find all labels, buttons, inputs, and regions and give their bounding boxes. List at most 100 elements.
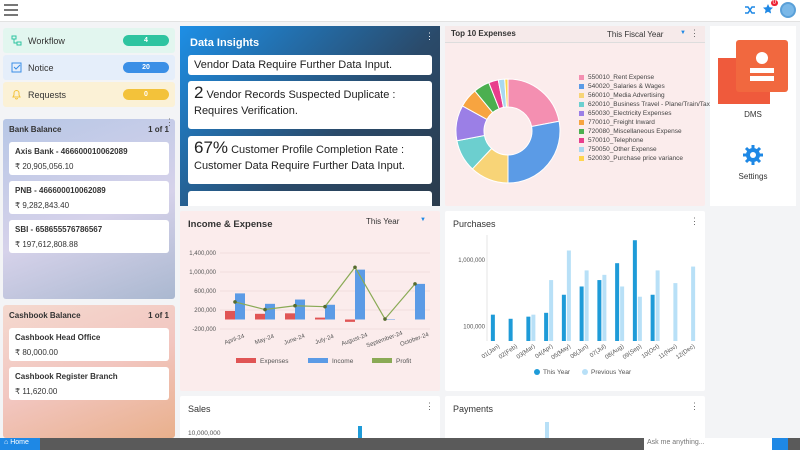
legend-label: Expenses xyxy=(260,358,289,365)
gear-icon[interactable] xyxy=(742,144,764,166)
income-period-select[interactable]: This Year xyxy=(366,217,400,226)
top-bar: 0 xyxy=(0,0,800,22)
profit-point xyxy=(383,317,387,321)
sales-card: Sales ⋮ 10,000,000 xyxy=(180,396,440,440)
legend-item[interactable]: 560010_Media Advertising xyxy=(579,92,711,99)
purchase-bar xyxy=(531,314,536,341)
legend-item[interactable]: 650030_Electricity Expenses xyxy=(579,110,711,117)
purchase-bar xyxy=(544,312,549,341)
x-tick-label: August-24 xyxy=(341,332,369,347)
legend-item[interactable]: 720080_Miscellaneous Expense xyxy=(579,128,711,135)
purchase-bar xyxy=(549,280,554,341)
notification-badge: 0 xyxy=(770,0,778,6)
legend-label: Profit xyxy=(396,358,411,365)
legend-item[interactable]: 520030_Purchase price variance xyxy=(579,155,711,162)
profit-point xyxy=(353,265,357,270)
legend-label: 560010_Media Advertising xyxy=(588,92,665,99)
bank-account-name: Axis Bank - 466600010062089 xyxy=(15,147,128,156)
notice-icon xyxy=(11,62,22,73)
payments-menu-icon[interactable]: ⋮ xyxy=(690,401,699,411)
x-tick-label: 09(Sep) xyxy=(622,344,643,361)
notice-card[interactable]: Notice 20 xyxy=(3,55,175,80)
legend-item[interactable]: 550010_Rent Expense xyxy=(579,74,711,81)
shuffle-icon[interactable] xyxy=(744,4,756,16)
pie-slice xyxy=(504,78,509,108)
bank-account-card[interactable]: PNB - 466600010062089 ₹ 9,282,843.40 xyxy=(9,181,169,214)
insights-menu-icon[interactable]: ⋮ xyxy=(425,31,434,41)
y-tick-label: 1,400,000 xyxy=(189,251,216,257)
legend-label: Previous Year xyxy=(591,369,632,376)
legend-label: 620010_Business Travel - Plane/Train/Tax… xyxy=(588,101,712,108)
chevron-down-icon[interactable]: ▼ xyxy=(680,30,686,36)
bank-account-card[interactable]: SBI - 658655576786567 ₹ 197,612,808.88 xyxy=(9,220,169,253)
cashbook-balance-panel: Cashbook Balance 1 of 1 Cashbook Head Off… xyxy=(3,305,175,438)
y-tick-label: 200,000 xyxy=(194,308,216,314)
legend-label: 540020_Salaries & Wages xyxy=(588,83,665,90)
insight-text: Vendor Records Suspected Duplicate : Req… xyxy=(194,89,396,117)
y-tick-label: 1,000,000 xyxy=(458,258,485,264)
insight-card[interactable] xyxy=(188,191,432,206)
user-avatar[interactable] xyxy=(780,2,796,18)
legend-item[interactable]: 770010_Freight Inward xyxy=(579,119,711,126)
purchase-bar xyxy=(584,270,589,341)
legend-item[interactable]: 750050_Other Expense xyxy=(579,146,711,153)
ask-input[interactable]: Ask me anything... xyxy=(644,438,784,450)
x-tick-label: 01(Jan) xyxy=(481,344,501,361)
insight-card[interactable]: Vendor Data Require Further Data Input. xyxy=(188,55,432,75)
purchases-menu-icon[interactable]: ⋮ xyxy=(690,216,699,226)
notification-star-icon[interactable]: 0 xyxy=(762,0,778,17)
legend-item[interactable]: 570010_Telephone xyxy=(579,137,711,144)
cashbook-account-name: Cashbook Register Branch xyxy=(15,372,118,381)
cashbook-pager[interactable]: 1 of 1 xyxy=(148,311,169,320)
profit-point xyxy=(233,300,237,304)
sales-title: Sales xyxy=(188,404,211,414)
expense-bar xyxy=(345,319,355,322)
workflow-card[interactable]: Workflow 4 xyxy=(3,28,175,53)
cashbook-account-card[interactable]: Cashbook Register Branch ₹ 11,620.00 xyxy=(9,367,169,400)
workflow-icon xyxy=(11,35,22,46)
y-tick-label: 600,000 xyxy=(194,289,216,295)
dms-label[interactable]: DMS xyxy=(744,110,762,119)
purchase-bar xyxy=(602,274,607,341)
home-button[interactable]: ⌂ Home xyxy=(0,438,40,450)
y-tick-label: -200,000 xyxy=(192,327,216,333)
requests-count: 0 xyxy=(123,89,169,100)
bank-pager[interactable]: 1 of 1 xyxy=(148,125,169,134)
income-expense-title: Income & Expense xyxy=(188,219,273,230)
legend-swatch xyxy=(579,75,584,80)
profit-point xyxy=(293,303,297,308)
purchase-bar xyxy=(673,283,678,341)
settings-label[interactable]: Settings xyxy=(738,172,768,181)
pie-slice xyxy=(507,78,560,128)
bank-menu-icon[interactable]: ⋮ xyxy=(165,117,174,127)
bank-account-card[interactable]: Axis Bank - 466600010062089 ₹ 20,905,056.… xyxy=(9,142,169,175)
purchase-bar xyxy=(561,294,566,341)
cashbook-account-card[interactable]: Cashbook Head Office ₹ 80,000.00 xyxy=(9,328,169,361)
dms-icon[interactable] xyxy=(718,40,788,104)
x-tick-label: 08(Aug) xyxy=(604,344,625,361)
x-tick-label: 06(Jun) xyxy=(570,344,590,361)
purchase-bar xyxy=(637,296,642,341)
expenses-period-select[interactable]: This Fiscal Year xyxy=(607,30,664,39)
legend-swatch xyxy=(236,358,256,363)
x-tick-label: May-24 xyxy=(254,334,275,347)
insight-card[interactable]: 2 Vendor Records Suspected Duplicate : R… xyxy=(188,81,432,129)
purchase-bar xyxy=(615,263,620,341)
requests-card[interactable]: Requests 0 xyxy=(3,82,175,107)
legend-item[interactable]: 620010_Business Travel - Plane/Train/Tax… xyxy=(579,101,711,108)
insight-card[interactable]: 67% Customer Profile Completion Rate : C… xyxy=(188,136,432,184)
insights-title: Data Insights xyxy=(190,37,260,49)
income-expense-card: Income & Expense This Year ▼ 1,400,000 1,… xyxy=(180,211,440,391)
legend-item[interactable]: 540020_Salaries & Wages xyxy=(579,83,711,90)
legend-label: This Year xyxy=(543,369,571,376)
expenses-menu-icon[interactable]: ⋮ xyxy=(690,28,699,38)
sales-menu-icon[interactable]: ⋮ xyxy=(425,401,434,411)
ask-placeholder: Ask me anything... xyxy=(647,439,705,446)
chatbot-icon[interactable] xyxy=(772,438,788,450)
bell-icon xyxy=(12,90,21,100)
purchases-title: Purchases xyxy=(453,219,496,229)
profit-point xyxy=(413,282,417,286)
chevron-down-icon[interactable]: ▼ xyxy=(420,217,426,223)
hamburger-menu-icon[interactable] xyxy=(4,4,18,16)
income-expense-chart: 1,400,000 1,000,000 600,000 200,000 -200,000… xyxy=(189,251,430,365)
